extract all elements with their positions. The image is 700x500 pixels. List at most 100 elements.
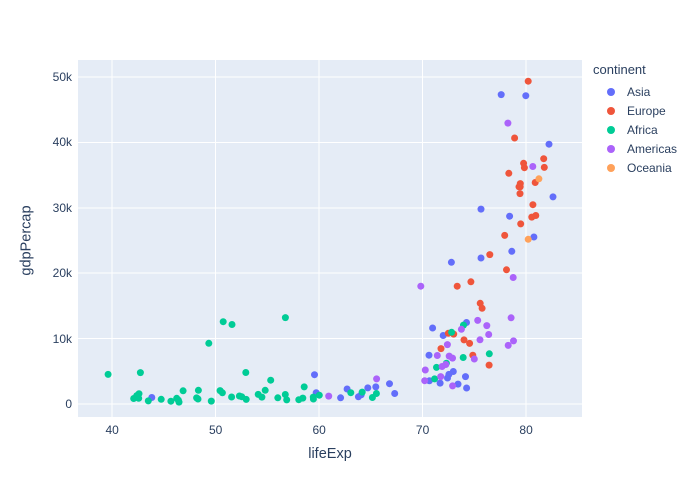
data-point-africa[interactable] — [207, 397, 215, 405]
data-point-africa[interactable] — [157, 395, 165, 403]
data-point-americas[interactable] — [325, 392, 333, 400]
data-point-europe[interactable] — [467, 278, 475, 286]
data-point-europe[interactable] — [466, 339, 474, 347]
data-point-africa[interactable] — [309, 393, 317, 401]
data-point-asia[interactable] — [477, 254, 485, 262]
data-point-americas[interactable] — [437, 373, 445, 381]
data-point-americas[interactable] — [529, 163, 537, 170]
data-point-americas[interactable] — [457, 325, 465, 333]
data-point-africa[interactable] — [315, 391, 323, 399]
data-point-americas[interactable] — [485, 331, 493, 338]
data-point-africa[interactable] — [104, 370, 112, 378]
data-point-americas[interactable] — [421, 377, 429, 385]
data-point-asia[interactable] — [444, 374, 451, 382]
data-point-asia[interactable] — [311, 371, 318, 379]
data-point-europe[interactable] — [516, 190, 524, 198]
data-point-africa[interactable] — [372, 390, 380, 397]
data-point-europe[interactable] — [501, 231, 509, 239]
data-point-asia[interactable] — [530, 233, 538, 241]
data-point-americas[interactable] — [509, 274, 517, 281]
data-point-asia[interactable] — [477, 205, 485, 213]
data-point-oceania[interactable] — [535, 175, 543, 183]
data-point-asia[interactable] — [429, 324, 437, 332]
data-point-africa[interactable] — [459, 354, 467, 361]
data-point-africa[interactable] — [258, 393, 266, 401]
data-point-americas[interactable] — [470, 355, 478, 363]
data-point-americas[interactable] — [474, 316, 482, 324]
data-point-africa[interactable] — [281, 391, 289, 398]
data-point-africa[interactable] — [136, 369, 144, 377]
data-point-americas[interactable] — [510, 337, 517, 345]
data-point-europe[interactable] — [486, 251, 494, 259]
data-point-europe[interactable] — [540, 163, 548, 171]
data-point-europe[interactable] — [476, 299, 484, 307]
data-point-africa[interactable] — [485, 350, 493, 358]
data-point-americas[interactable] — [476, 336, 484, 344]
data-point-africa[interactable] — [228, 321, 236, 328]
data-point-europe[interactable] — [540, 155, 548, 163]
data-point-europe[interactable] — [511, 134, 519, 142]
plot-area[interactable] — [78, 60, 582, 417]
data-point-africa[interactable] — [431, 375, 439, 383]
data-point-africa[interactable] — [238, 393, 246, 401]
data-point-americas[interactable] — [483, 322, 491, 330]
data-point-asia[interactable] — [497, 91, 505, 99]
data-point-africa[interactable] — [144, 397, 152, 405]
data-point-europe[interactable] — [505, 169, 513, 177]
data-point-americas[interactable] — [421, 366, 429, 374]
data-point-americas[interactable] — [443, 341, 451, 349]
data-point-asia[interactable] — [545, 140, 553, 148]
data-point-africa[interactable] — [300, 383, 308, 391]
data-point-europe[interactable] — [516, 183, 524, 191]
data-point-africa[interactable] — [299, 394, 307, 402]
data-point-americas[interactable] — [373, 375, 381, 383]
data-point-africa[interactable] — [281, 314, 289, 322]
data-point-asia[interactable] — [462, 373, 469, 381]
data-point-africa[interactable] — [347, 389, 355, 397]
data-point-europe[interactable] — [437, 345, 445, 353]
data-point-europe[interactable] — [503, 266, 510, 274]
data-point-europe[interactable] — [485, 361, 493, 369]
data-point-asia[interactable] — [364, 384, 372, 392]
legend-item-europe[interactable]: Europe — [593, 101, 677, 120]
data-point-europe[interactable] — [453, 282, 461, 290]
data-point-asia[interactable] — [447, 258, 455, 266]
data-point-asia[interactable] — [522, 92, 530, 100]
data-point-africa[interactable] — [194, 386, 202, 394]
data-point-europe[interactable] — [517, 220, 525, 228]
data-point-asia[interactable] — [386, 380, 393, 388]
data-point-asia[interactable] — [372, 383, 380, 391]
data-point-americas[interactable] — [438, 363, 446, 370]
data-point-africa[interactable] — [448, 328, 456, 336]
data-point-americas[interactable] — [433, 352, 441, 359]
data-point-africa[interactable] — [218, 389, 226, 397]
data-point-africa[interactable] — [173, 394, 181, 402]
data-point-asia[interactable] — [337, 394, 345, 402]
scatter-canvas[interactable] — [78, 60, 582, 417]
data-point-asia[interactable] — [549, 193, 557, 201]
data-point-asia[interactable] — [354, 393, 362, 401]
data-point-africa[interactable] — [179, 387, 187, 395]
data-point-americas[interactable] — [449, 382, 457, 390]
data-point-africa[interactable] — [228, 393, 236, 401]
data-point-americas[interactable] — [504, 341, 512, 349]
data-point-africa[interactable] — [274, 394, 282, 402]
data-point-europe[interactable] — [460, 336, 468, 344]
data-point-europe[interactable] — [532, 212, 540, 219]
data-point-asia[interactable] — [463, 384, 471, 392]
data-point-asia[interactable] — [391, 390, 399, 397]
data-point-africa[interactable] — [242, 369, 250, 376]
legend-item-americas[interactable]: Americas — [593, 139, 677, 158]
data-point-asia[interactable] — [436, 379, 444, 387]
data-point-americas[interactable] — [507, 314, 515, 322]
data-point-africa[interactable] — [167, 397, 175, 405]
data-point-americas[interactable] — [445, 352, 453, 360]
data-point-oceania[interactable] — [524, 235, 532, 243]
data-point-africa[interactable] — [205, 339, 213, 347]
data-point-africa[interactable] — [267, 376, 275, 384]
data-point-americas[interactable] — [417, 282, 425, 290]
data-point-asia[interactable] — [508, 247, 516, 255]
data-point-africa[interactable] — [283, 396, 291, 404]
legend-item-africa[interactable]: Africa — [593, 120, 677, 139]
data-point-asia[interactable] — [425, 351, 433, 359]
